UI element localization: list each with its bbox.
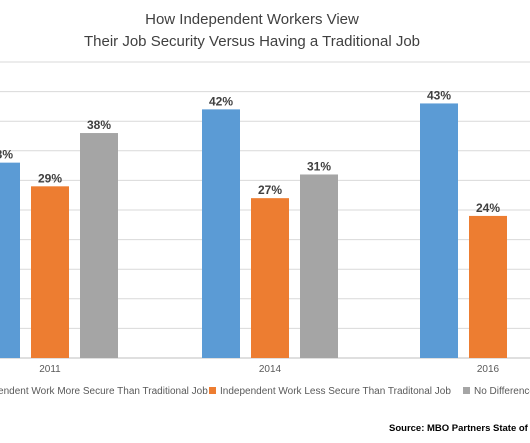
x-tick-labels: 2011 2014 2016: [39, 364, 499, 375]
bar-2014-series-2: [251, 198, 289, 358]
data-label-2011-series-3: 38%: [87, 118, 111, 132]
legend: Independent Work More Secure Than Tradit…: [0, 386, 530, 397]
bar-2014-series-1: [202, 109, 240, 358]
data-label-2011-series-1: 33%: [0, 148, 13, 162]
data-label-2011-series-2: 29%: [38, 171, 62, 185]
data-label-2014-series-2: 27%: [258, 183, 282, 197]
legend-label-series-1: Independent Work More Secure Than Tradit…: [0, 386, 208, 397]
bar-2016-series-2: [469, 215, 507, 358]
bar-2011-series-3: [80, 133, 118, 358]
legend-label-series-2: Independent Work Less Secure Than Tradit…: [220, 386, 451, 397]
bar-2011-series-1: [0, 162, 20, 358]
data-label-2014-series-3: 31%: [307, 159, 331, 173]
bar-2014-series-3: [300, 174, 338, 358]
legend-label-series-3: No Difference: [474, 386, 530, 397]
data-label-2016-series-1: 43%: [427, 88, 451, 102]
data-labels: 33% 29% 38% 42% 27% 31% 43% 24%: [0, 88, 500, 214]
source-note: Source: MBO Partners State of Independen…: [389, 423, 530, 434]
bar-2011-series-2: [31, 186, 69, 358]
data-label-2016-series-2: 24%: [476, 201, 500, 215]
legend-swatch-series-2: [209, 387, 216, 394]
chart-title-line-2: Their Job Security Versus Having a Tradi…: [84, 33, 420, 50]
x-tick-label-2016: 2016: [477, 364, 500, 375]
chart-title-line-1: How Independent Workers View: [145, 11, 359, 28]
bars: [0, 103, 507, 358]
data-label-2014-series-1: 42%: [209, 94, 233, 108]
x-tick-label-2011: 2011: [39, 364, 61, 375]
legend-swatch-series-3: [463, 387, 470, 394]
x-tick-label-2014: 2014: [259, 364, 282, 375]
bar-2016-series-1: [420, 103, 458, 358]
